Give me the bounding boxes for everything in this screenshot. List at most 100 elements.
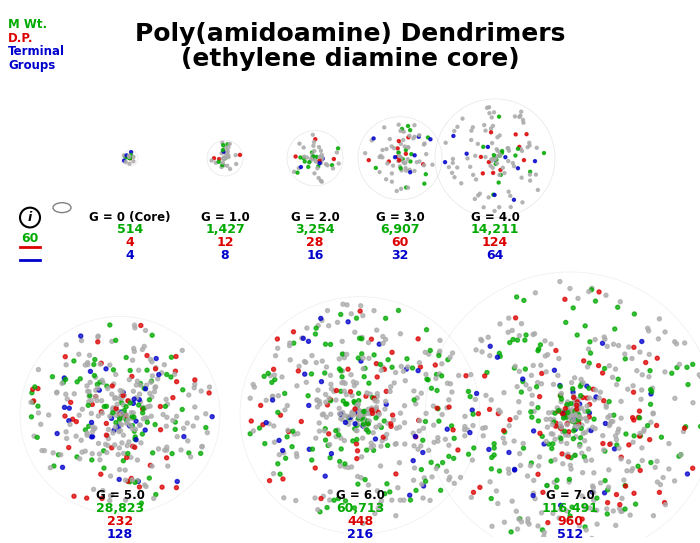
Circle shape — [582, 359, 586, 363]
Circle shape — [68, 422, 72, 426]
Circle shape — [365, 428, 369, 432]
Circle shape — [437, 353, 441, 357]
Circle shape — [40, 449, 44, 452]
Circle shape — [88, 394, 92, 397]
Circle shape — [608, 414, 612, 418]
Text: G = 6.0: G = 6.0 — [335, 489, 384, 502]
Circle shape — [98, 380, 102, 384]
Circle shape — [327, 324, 330, 328]
Text: 6,907: 6,907 — [380, 224, 420, 236]
Circle shape — [617, 446, 621, 450]
Circle shape — [29, 400, 33, 404]
Circle shape — [114, 406, 118, 410]
Circle shape — [119, 410, 122, 414]
Circle shape — [187, 393, 191, 397]
Circle shape — [623, 357, 627, 361]
Circle shape — [529, 461, 533, 465]
Circle shape — [149, 380, 153, 384]
Circle shape — [610, 375, 615, 379]
Circle shape — [484, 129, 487, 132]
Circle shape — [550, 446, 554, 451]
Circle shape — [591, 490, 594, 494]
Circle shape — [360, 413, 365, 417]
Circle shape — [340, 352, 344, 356]
Circle shape — [124, 356, 128, 359]
Text: G = 5.0: G = 5.0 — [96, 489, 144, 502]
Circle shape — [549, 342, 553, 346]
Circle shape — [618, 503, 622, 507]
Circle shape — [314, 361, 318, 364]
Circle shape — [436, 439, 440, 443]
Circle shape — [318, 510, 322, 514]
Circle shape — [561, 414, 566, 418]
Circle shape — [62, 406, 66, 409]
Circle shape — [318, 159, 321, 162]
Circle shape — [368, 392, 372, 396]
Circle shape — [496, 155, 499, 157]
Circle shape — [374, 408, 377, 412]
Circle shape — [471, 412, 475, 416]
Circle shape — [531, 491, 536, 495]
Circle shape — [506, 330, 510, 334]
Circle shape — [133, 445, 136, 449]
Circle shape — [110, 416, 113, 420]
Circle shape — [354, 428, 358, 432]
Circle shape — [381, 334, 385, 338]
Circle shape — [538, 395, 542, 399]
Circle shape — [92, 363, 96, 367]
Circle shape — [425, 153, 428, 156]
Circle shape — [122, 413, 127, 417]
Text: (ethylene diamine core): (ethylene diamine core) — [181, 47, 519, 72]
Circle shape — [363, 478, 367, 482]
Circle shape — [614, 523, 617, 527]
Circle shape — [615, 443, 619, 447]
Text: 60: 60 — [391, 236, 409, 249]
Circle shape — [87, 400, 91, 403]
Circle shape — [673, 396, 677, 400]
Circle shape — [164, 456, 169, 460]
Circle shape — [531, 494, 535, 497]
Circle shape — [512, 366, 517, 370]
Circle shape — [55, 390, 59, 394]
Circle shape — [482, 172, 484, 175]
Circle shape — [435, 389, 439, 393]
Circle shape — [288, 358, 293, 362]
Circle shape — [139, 383, 142, 387]
Circle shape — [311, 447, 314, 451]
Text: 8: 8 — [220, 249, 230, 262]
Circle shape — [371, 431, 375, 435]
Circle shape — [399, 142, 402, 146]
Circle shape — [174, 380, 179, 384]
Circle shape — [249, 419, 253, 423]
Circle shape — [531, 429, 536, 433]
Circle shape — [404, 167, 407, 169]
Circle shape — [558, 408, 562, 412]
Circle shape — [606, 344, 609, 349]
Circle shape — [52, 464, 56, 468]
Circle shape — [95, 382, 99, 387]
Circle shape — [262, 374, 266, 378]
Circle shape — [518, 452, 522, 456]
Circle shape — [65, 397, 69, 401]
Circle shape — [592, 498, 596, 502]
Circle shape — [171, 419, 175, 422]
Circle shape — [125, 456, 129, 459]
Circle shape — [354, 316, 358, 320]
Circle shape — [423, 142, 426, 145]
Circle shape — [99, 361, 103, 365]
Circle shape — [673, 340, 677, 344]
Circle shape — [601, 371, 605, 375]
Circle shape — [574, 435, 578, 439]
Circle shape — [359, 476, 363, 479]
Circle shape — [638, 469, 642, 472]
Circle shape — [402, 442, 407, 446]
Circle shape — [479, 337, 483, 342]
Circle shape — [248, 432, 252, 435]
Circle shape — [342, 439, 346, 443]
Circle shape — [221, 149, 225, 151]
Text: 14,211: 14,211 — [470, 224, 519, 236]
Circle shape — [102, 466, 106, 470]
Circle shape — [379, 464, 382, 468]
Circle shape — [362, 409, 365, 413]
Circle shape — [372, 407, 377, 412]
